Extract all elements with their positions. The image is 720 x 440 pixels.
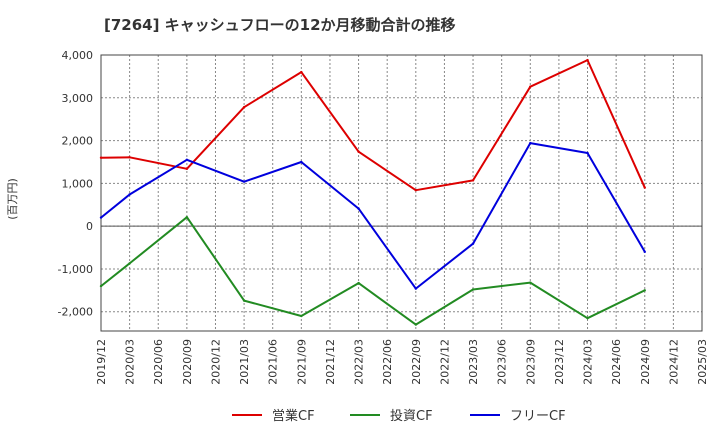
x-tick-label: 2024/12 [667, 339, 680, 385]
x-tick-label: 2022/03 [353, 339, 366, 385]
data-point [300, 70, 303, 74]
data-point [128, 193, 131, 196]
x-tick-label: 2025/03 [696, 339, 709, 385]
data-point [529, 85, 532, 88]
x-tick-label: 2023/03 [467, 339, 480, 385]
y-tick-label: 0 [86, 220, 93, 233]
x-tick-label: 2021/06 [267, 339, 280, 385]
data-point [471, 179, 475, 182]
y-axis-label: (百万円) [6, 178, 19, 220]
x-tick-label: 2024/09 [639, 339, 652, 385]
data-point [242, 180, 246, 183]
x-tick-label: 2023/12 [553, 339, 566, 385]
x-tick-label: 2024/03 [582, 339, 595, 385]
data-point [471, 242, 475, 245]
x-tick-label: 2023/09 [524, 339, 537, 385]
y-tick-label: 3,000 [62, 92, 94, 105]
plot-area: 4,000 3,000 2,000 1,000 0 -1,000 -2,000 2019/12… [58, 49, 709, 385]
data-point [128, 262, 131, 265]
x-tick-label: 2020/12 [209, 339, 222, 385]
data-point [586, 58, 589, 62]
y-tick-label: 2,000 [62, 135, 94, 148]
legend-label: 投資CF [390, 408, 433, 424]
data-point [643, 289, 646, 292]
data-point [414, 287, 418, 290]
x-tick-label: 2020/09 [181, 339, 194, 385]
x-tick-label: 2020/03 [124, 339, 137, 385]
data-point [529, 281, 532, 284]
x-tick-label: 2019/12 [95, 339, 108, 385]
data-point [586, 151, 589, 155]
x-tick-label: 2022/06 [381, 339, 394, 385]
data-point [128, 156, 131, 159]
data-point [471, 288, 475, 291]
data-point [357, 150, 360, 153]
data-point [99, 216, 103, 219]
data-point [242, 106, 246, 109]
data-point [185, 158, 189, 162]
legend-label: 営業CF [272, 408, 315, 424]
y-tick-label: 1,000 [62, 177, 94, 190]
x-tick-label: 2021/03 [238, 339, 251, 385]
data-point [300, 314, 303, 318]
data-point [357, 207, 360, 210]
x-tick-label: 2022/09 [410, 339, 423, 385]
data-point [185, 167, 189, 171]
data-point [300, 160, 303, 164]
data-point [414, 323, 418, 326]
plot-frame [100, 54, 703, 332]
chart-title: [7264] キャッシュフローの12か月移動合計の推移 [104, 16, 456, 34]
data-point [242, 299, 246, 302]
x-tick-label: 2023/06 [496, 339, 509, 385]
data-point [357, 281, 360, 285]
y-tick-label: -1,000 [58, 263, 93, 276]
data-point [643, 250, 646, 254]
data-point [643, 186, 646, 189]
data-point [99, 284, 103, 288]
x-tick-label: 2021/09 [295, 339, 308, 385]
data-point [586, 316, 589, 320]
data-point [414, 189, 418, 192]
y-tick-label: -2,000 [58, 306, 93, 319]
legend-label: フリーCF [510, 409, 566, 424]
legend: 営業CF 投資CF フリーCF [232, 408, 566, 424]
x-tick-label: 2020/06 [152, 339, 165, 385]
plot-background [101, 55, 702, 331]
y-tick-label: 4,000 [62, 49, 94, 62]
data-point [99, 156, 103, 159]
x-tick-label: 2022/12 [438, 339, 451, 385]
data-point [185, 215, 189, 219]
x-tick-label: 2021/12 [324, 339, 337, 385]
x-tick-label: 2024/06 [610, 339, 623, 385]
data-point [529, 141, 532, 145]
